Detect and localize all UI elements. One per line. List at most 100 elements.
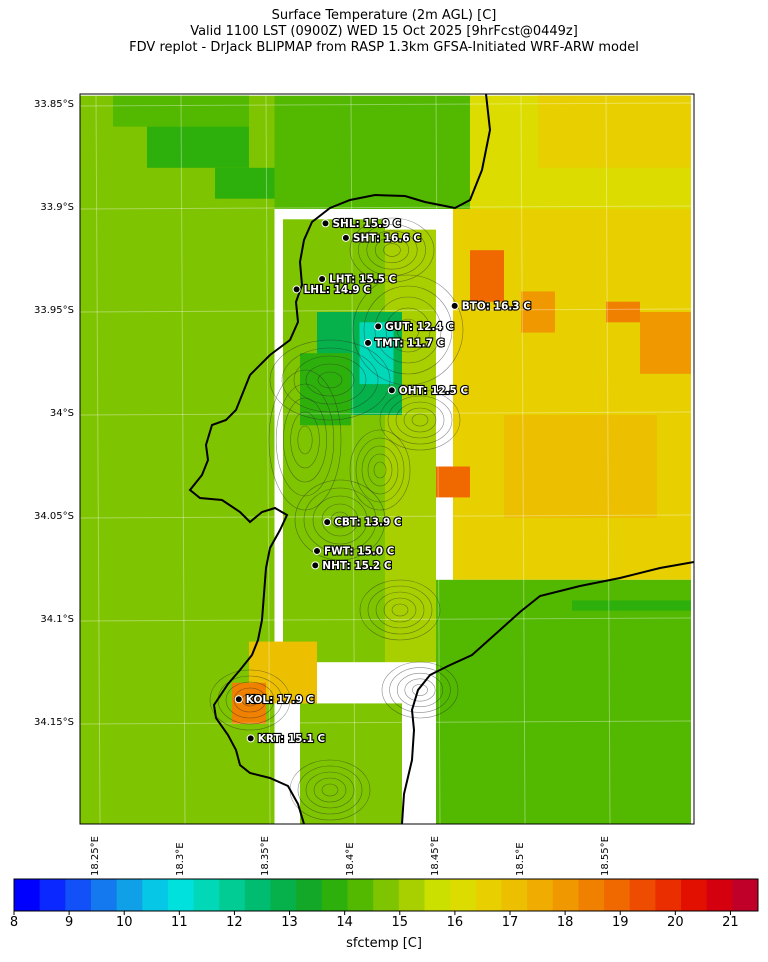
- parallel-5: [80, 617, 694, 622]
- station-dot-krt: [246, 734, 255, 743]
- title-line-1: Surface Temperature (2m AGL) [C]: [271, 8, 497, 23]
- meridian-0: [95, 94, 101, 824]
- contour-line-18: [275, 383, 335, 497]
- colorbar-frame: [13, 878, 759, 912]
- colorbar-swatch-13: [347, 879, 374, 911]
- station-dot-cbt: [323, 518, 332, 527]
- contour-line-38: [389, 667, 451, 713]
- lon-label-3: 18.4°E: [345, 842, 356, 876]
- contour-line-8: [358, 224, 426, 276]
- colorbar-swatch-21: [552, 879, 579, 911]
- colorbar-swatch-18: [475, 879, 502, 911]
- lat-label-2: 33.95°S: [34, 305, 74, 316]
- meridian-5: [520, 94, 526, 824]
- contour-line-44: [209, 669, 291, 731]
- temp-cell-4: [274, 95, 470, 209]
- colorbar-swatch-7: [193, 879, 220, 911]
- temp-cell-1: [113, 95, 249, 127]
- temp-cell-23: [232, 682, 266, 724]
- colorbar-tick-7: 15: [391, 915, 409, 930]
- contour-line-46: [313, 777, 347, 803]
- contour-line-33: [367, 585, 433, 635]
- contour-line-41: [233, 687, 267, 713]
- contour-line-39: [381, 661, 459, 719]
- contour-line-16: [290, 411, 320, 469]
- station-dot-nht: [311, 561, 320, 570]
- contour-line-1: [385, 307, 431, 353]
- colorbar-swatch-26: [681, 879, 708, 911]
- meridian-6: [605, 94, 611, 824]
- station-dot-lhl: [292, 285, 301, 294]
- contour-line-31: [383, 597, 417, 623]
- station-label-nht: NHT: 15.2 C: [322, 560, 392, 572]
- colorbar-swatch-11: [296, 879, 323, 911]
- contour-line-32: [375, 591, 425, 629]
- colorbar-tick-3: 11: [171, 915, 188, 930]
- station-label-bto: BTO: 16.3 C: [462, 300, 532, 312]
- station-dot-tmt: [364, 338, 372, 347]
- parallel-6: [80, 720, 694, 725]
- east-coastline: [401, 561, 694, 824]
- lon-label-5: 18.5°E: [515, 842, 526, 876]
- contour-line-36: [404, 678, 436, 702]
- colorbar-swatch-24: [629, 879, 656, 911]
- station-dot-gut: [374, 322, 383, 331]
- colorbar-swatch-20: [527, 879, 554, 911]
- contour-line-48: [297, 765, 363, 815]
- lon-label-0: 18.25°E: [90, 836, 101, 876]
- colorbar-tick-9: 17: [501, 915, 519, 930]
- contour-line-17: [283, 397, 327, 483]
- lat-label-5: 34.1°S: [40, 614, 74, 625]
- station-label-fwt: FWT: 15.0 C: [324, 545, 395, 557]
- colorbar-tick-12: 20: [667, 915, 684, 930]
- lon-label-4: 18.45°E: [430, 836, 441, 876]
- temp-cell-10: [606, 301, 640, 323]
- colorbar-swatch-19: [501, 879, 528, 911]
- station-dot-kol: [234, 695, 243, 704]
- contour-line-20: [411, 413, 429, 427]
- colorbar-tick-1: 9: [64, 915, 74, 930]
- contour-line-27: [312, 495, 368, 545]
- title-line-2: Valid 1100 LST (0900Z) WED 15 Oct 2025 […: [190, 24, 578, 39]
- colorbar-swatch-12: [321, 879, 349, 911]
- colorbar-swatch-23: [604, 879, 631, 911]
- colorbar-swatch-16: [424, 879, 451, 911]
- temperature-field: [80, 95, 691, 824]
- lat-label-0: 33.85°S: [34, 99, 74, 110]
- contour-line-29: [294, 479, 386, 561]
- station-label-krt: KRT: 15.1 C: [258, 733, 326, 745]
- meridian-4: [435, 94, 441, 824]
- contour-line-50: [373, 461, 387, 479]
- contour-line-21: [403, 407, 437, 433]
- station-dot-shl: [321, 219, 330, 228]
- colorbar-swatch-28: [732, 879, 759, 911]
- colorbar-swatch-3: [90, 879, 118, 911]
- contour-line-7: [366, 230, 418, 270]
- colorbar-swatch-14: [373, 879, 400, 911]
- meridian-1: [180, 94, 186, 824]
- contour-line-11: [305, 363, 355, 397]
- temp-cell-11: [640, 312, 691, 374]
- lat-label-1: 33.9°S: [40, 202, 74, 213]
- parallel-0: [80, 102, 694, 107]
- contour-line-15: [297, 425, 313, 455]
- station-dot-lht: [318, 275, 327, 284]
- lat-label-6: 34.15°S: [34, 717, 74, 728]
- contour-line-51: [367, 453, 393, 487]
- contour-line-23: [387, 395, 453, 445]
- colorbar-swatch-1: [39, 879, 66, 911]
- colorbar-swatch-8: [219, 879, 246, 911]
- contour-line-37: [396, 672, 444, 708]
- station-label-kol: KOL: 17.9 C: [246, 694, 315, 706]
- contour-line-10: [317, 371, 343, 389]
- contour-line-2: [374, 296, 442, 364]
- temp-cell-24: [300, 703, 402, 824]
- station-dot-sht: [341, 233, 350, 242]
- colorbar-swatch-9: [244, 879, 272, 911]
- colorbar-swatch-10: [270, 879, 297, 911]
- contour-line-24: [379, 389, 461, 451]
- contour-line-25: [330, 511, 350, 529]
- contour-line-28: [303, 487, 377, 553]
- contour-line-34: [359, 579, 441, 641]
